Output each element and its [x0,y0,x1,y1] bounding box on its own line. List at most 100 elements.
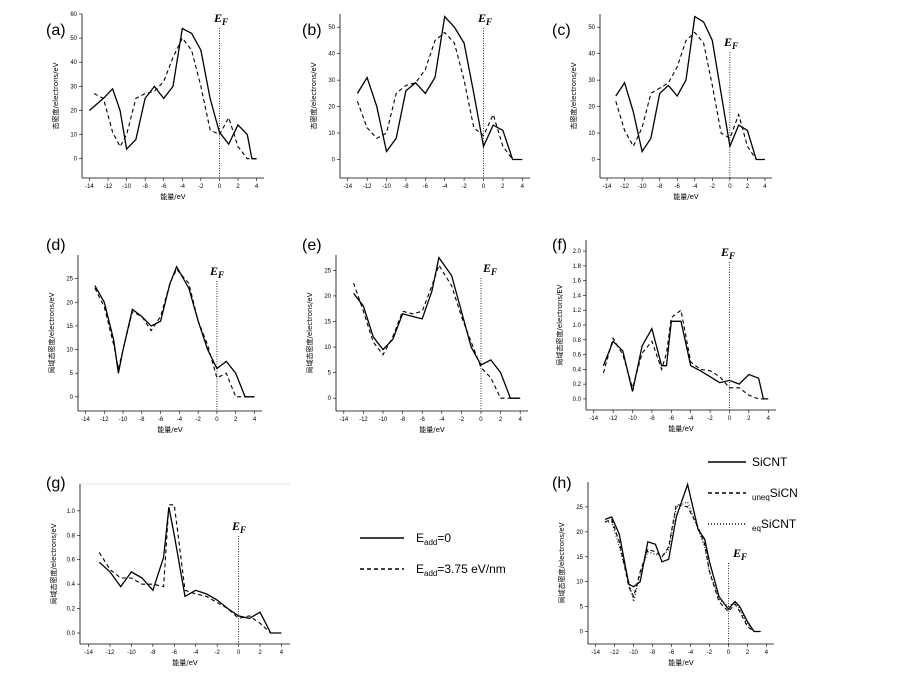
series-line-solid [88,27,257,160]
y-tick-label: 0.0 [67,631,76,637]
x-tick-label: -2 [198,184,204,190]
x-tick-label: -2 [710,184,716,190]
y-tick-label: 0.2 [67,607,76,613]
x-axis-title: 能量/eV [157,425,183,434]
x-tick-label: -14 [81,417,90,423]
panel-label: (f) [552,237,567,254]
y-tick-label: 50 [70,36,77,42]
x-tick-label: -8 [150,650,156,656]
x-tick-label: -4 [688,416,694,422]
x-tick-label: -12 [359,417,368,423]
legend-entry-label: eqSiCNT [752,517,797,533]
x-tick-label: 4 [765,650,769,656]
x-tick-label: -4 [193,650,199,656]
y-tick-label: 40 [328,52,335,58]
y-tick-label: 1.8 [573,264,582,270]
y-tick-label: 50 [328,25,335,31]
y-tick-label: 15 [324,319,331,325]
y-tick-label: 0 [580,630,584,636]
y-tick-label: 5 [328,371,332,377]
y-tick-label: 0 [332,157,336,163]
legend-entry-label: uneqSiCN [752,486,798,502]
panel-label: (h) [552,475,572,492]
y-axis-title: 局域态密度/electrons/eV [557,522,566,603]
x-tick-label: 2 [746,184,750,190]
series-line-solid [353,256,521,399]
panel-label: (c) [552,22,571,39]
x-tick-label: 0 [482,184,486,190]
y-axis-title: 局域态密度/electrons/EV [555,284,564,365]
x-tick-label: -12 [104,184,113,190]
y-tick-label: 0.0 [573,397,582,403]
x-tick-label: 2 [236,184,240,190]
series-line-solid [94,265,255,398]
y-tick-label: 2.0 [573,249,582,255]
panel-label: (d) [46,237,66,254]
series-line-solid [356,15,523,161]
y-tick-label: 20 [576,530,583,536]
y-tick-label: 0.2 [573,382,582,388]
y-tick-label: 15 [576,555,583,561]
y-tick-label: 5 [580,605,584,611]
panel-label: (a) [46,22,66,39]
x-tick-label: -4 [180,184,186,190]
panel-label: (e) [302,237,322,254]
x-tick-label: -8 [139,417,145,423]
fermi-level-label: EF [482,261,497,277]
x-tick-label: -12 [100,417,109,423]
series-line-dashed [98,504,282,634]
x-tick-label: 0 [237,650,241,656]
y-tick-label: 0.6 [573,353,582,359]
x-tick-label: -2 [707,416,713,422]
panel-h: -14 -12 -10 -8 -6 -4 -2 0 2 4 0 5 10 15 20 25 能量/eV 局域态密度… [552,475,774,667]
y-tick-label: 10 [70,133,77,139]
y-tick-label: 1.4 [573,293,582,299]
x-tick-label: 0 [479,417,483,423]
x-tick-label: -12 [610,650,619,656]
fermi-level-label: EF [477,11,492,27]
x-tick-label: 0 [218,184,222,190]
series-line-solid [604,482,761,633]
x-tick-label: -2 [459,417,465,423]
y-tick-label: 20 [328,105,335,111]
panel-f: -14 -12 -10 -8 -6 -4 -2 0 2 4 0.0 0.2 0.4 0.6 0.8 1.0 1.… [552,237,776,433]
x-tick-label: -14 [340,417,349,423]
y-tick-label: 10 [588,131,595,137]
y-axis-title: 态密度/electrons/eV [569,62,578,129]
x-tick-label: -14 [343,184,352,190]
y-tick-label: 30 [70,84,77,90]
y-tick-label: 10 [66,348,73,354]
x-tick-label: 2 [258,650,262,656]
legend-entry-label: Eadd=3.75 eV/nm [416,562,506,578]
legend-entry-label: Eadd=0 [416,531,451,547]
x-tick-label: 2 [501,184,505,190]
y-tick-label: 0 [74,157,78,163]
x-tick-label: -4 [442,184,448,190]
x-tick-label: -14 [84,650,93,656]
x-tick-label: -6 [675,184,681,190]
y-tick-label: 20 [66,300,73,306]
y-tick-label: 25 [576,505,583,511]
panel-g: -14 -12 -10 -8 -6 -4 -2 0 2 4 0.0 0.2 0.4 0.6 0.8 1.0 能量… [46,475,290,667]
panel-b: -14 -12 -10 -8 -6 -4 -2 0 2 401020304050态密度/elect… [302,11,530,190]
fermi-level-label: EF [723,35,738,51]
x-tick-label: 4 [255,184,259,190]
y-tick-label: 40 [588,52,595,58]
y-tick-label: 30 [588,78,595,84]
y-tick-label: 0.4 [67,582,76,588]
y-axis-title: 局域态密度/electrons/eV [305,292,314,373]
y-tick-label: 0.6 [67,558,76,564]
x-tick-label: -6 [161,184,167,190]
x-axis-title: 能量/eV [668,658,694,667]
x-tick-label: -8 [403,184,409,190]
x-tick-label: -10 [628,416,637,422]
x-tick-label: -2 [461,184,467,190]
series-line-solid [615,15,765,161]
x-tick-label: -6 [669,416,675,422]
y-tick-label: 0 [70,395,74,401]
y-axis-title: 局域态密度/electrons/eV [47,292,56,373]
y-tick-label: 1.2 [573,308,582,314]
y-tick-label: 20 [70,108,77,114]
y-tick-label: 10 [576,580,583,586]
